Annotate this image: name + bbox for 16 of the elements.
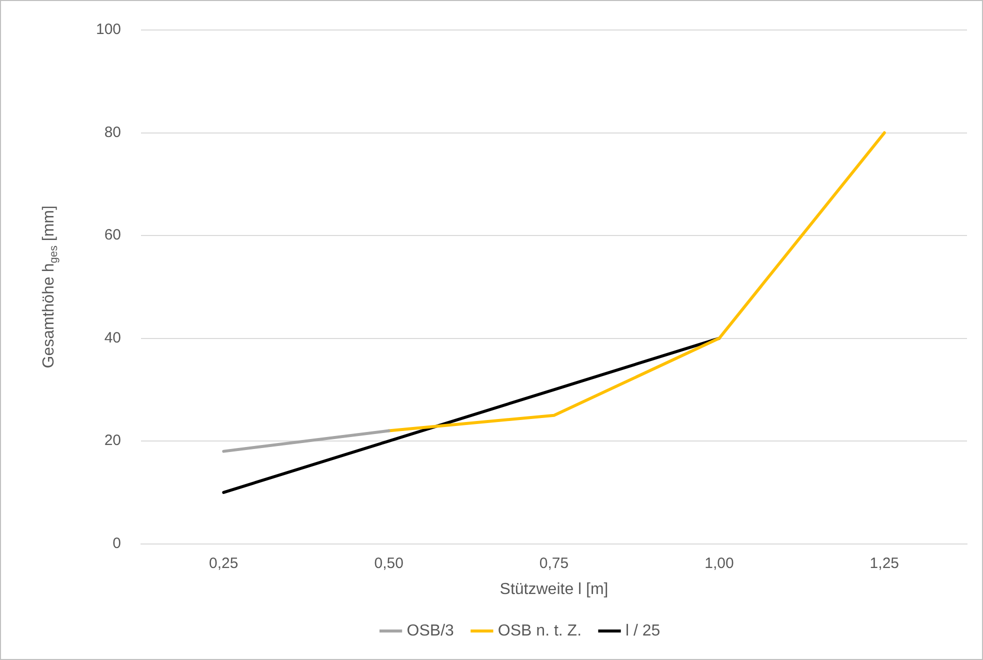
x-tick-label: 1,25 — [870, 554, 900, 572]
x-tick-label: 0,25 — [209, 554, 238, 572]
legend-label: OSB n. t. Z. — [498, 622, 582, 640]
legend-label: l / 25 — [626, 622, 660, 640]
legend-label: OSB/3 — [406, 622, 454, 640]
y-axis-title: Gesamthöhe hges [mm] — [40, 206, 60, 368]
x-tick-label: 0,75 — [539, 554, 569, 572]
y-tick-label: 20 — [104, 432, 122, 450]
x-axis-title: Stützweite l [m] — [500, 580, 608, 598]
x-tick-label: 0,50 — [374, 554, 404, 572]
y-tick-label: 60 — [104, 226, 122, 244]
y-tick-label: 0 — [112, 534, 122, 552]
y-tick-label: 100 — [96, 21, 122, 38]
x-tick-label: 1,00 — [704, 554, 734, 572]
y-tick-label: 80 — [104, 124, 122, 141]
y-tick-label: 40 — [104, 329, 122, 346]
